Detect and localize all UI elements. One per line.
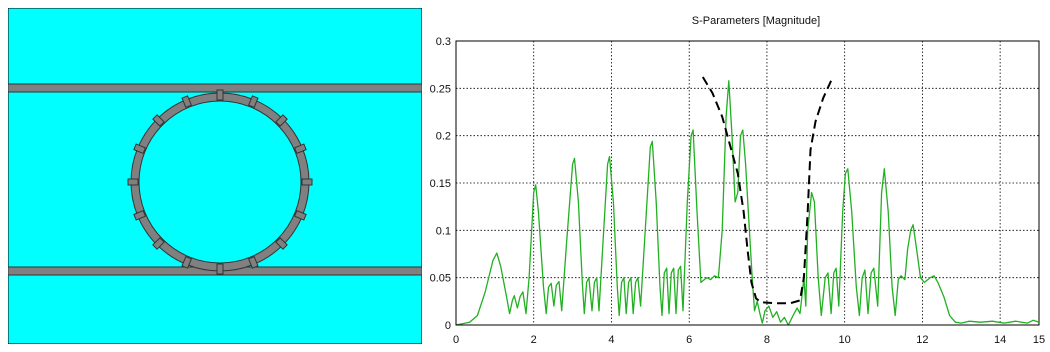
x-tick-label: 12 <box>916 334 928 346</box>
ring-stub <box>216 89 224 101</box>
ring-stub <box>247 95 259 109</box>
ring-stub <box>181 95 193 109</box>
x-tick-label: 8 <box>764 334 770 346</box>
x-tick-label: 10 <box>839 334 851 346</box>
x-tick-label: 6 <box>686 334 692 346</box>
x-tick-label: 14 <box>994 334 1006 346</box>
series-line-solid <box>455 80 1040 326</box>
x-tick-label: 4 <box>608 334 614 346</box>
x-tick-label: 0 <box>453 334 459 346</box>
ring-stub <box>152 114 165 127</box>
y-tick-label: 0.3 <box>436 36 451 48</box>
ring-stub <box>216 263 224 275</box>
ring-stub <box>133 143 147 155</box>
y-tick-label: 0.1 <box>436 225 451 237</box>
y-tick-label: 0.25 <box>430 83 451 95</box>
chart-series <box>455 76 1040 326</box>
top-strip <box>8 83 422 93</box>
ring-stub <box>247 255 259 269</box>
chart-title: S-Parameters [Magnitude] <box>692 15 820 27</box>
ring-stub <box>275 237 288 250</box>
ring-stub <box>301 178 313 186</box>
chart-axes <box>455 41 1039 326</box>
x-tick-label: 2 <box>531 334 537 346</box>
series-line-dashed <box>701 76 833 305</box>
ring-inner <box>138 100 302 264</box>
ring-stub <box>275 114 288 127</box>
ring-stub <box>293 209 307 221</box>
geometry-view <box>8 8 422 344</box>
ring-stub <box>181 255 193 269</box>
s-parameters-chart: S-Parameters [Magnitude] 0 0.05 0.1 0.15 0.2… <box>430 15 1046 346</box>
y-tick-label: 0.15 <box>430 178 451 190</box>
y-tick-label: 0 <box>445 320 451 332</box>
x-tick-label: 15 <box>1033 334 1045 346</box>
ring-stub <box>133 209 147 221</box>
y-tick-label: 0.2 <box>436 131 451 143</box>
y-tick-label: 0.05 <box>430 273 451 285</box>
ring-stub <box>293 143 307 155</box>
chart-ticks: 0 0.05 0.1 0.15 0.2 0.25 0.3 0 2 4 6 8 10 12 14 15 <box>430 36 1046 346</box>
ring-stubs <box>127 89 313 275</box>
chart-grid <box>455 40 1040 326</box>
ring-stub <box>152 237 165 250</box>
ring-stub <box>127 178 139 186</box>
